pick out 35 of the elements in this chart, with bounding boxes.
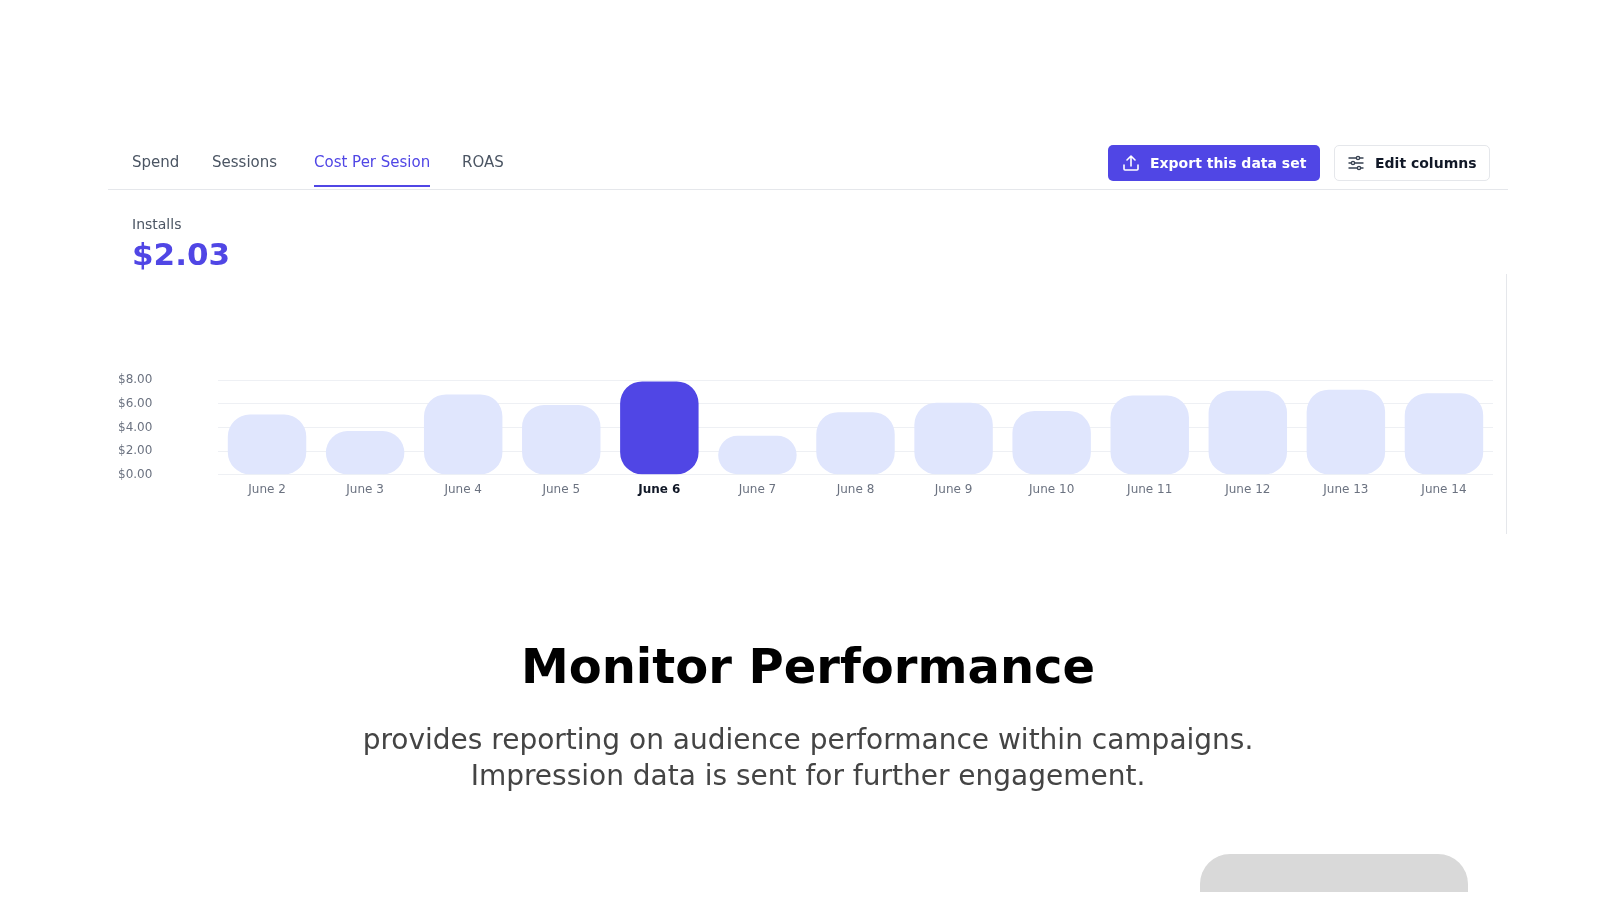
text: Impression data is sent for further engagement. [469,758,1147,794]
x-tick-label: June 2 [247,482,286,497]
y-tick-label: $2.00 [118,443,153,458]
x-tick-label: June 13 [1322,482,1369,497]
bar [620,381,699,475]
x-tick-label: June 12 [1224,482,1271,497]
y-tick-label: $8.00 [118,372,153,387]
x-tick-label: June 11 [1126,482,1173,497]
x-tick-label: June 10 [1028,482,1075,497]
y-tick-label: $4.00 [118,419,153,434]
x-tick-label: June 5 [541,482,581,497]
chart-title: Installs [132,216,182,232]
bar [1306,389,1386,475]
chart-subtitle: $2.03 [132,236,231,272]
bar [1208,390,1288,475]
x-tick-label: June 14 [1420,482,1467,497]
x-tick-label: June 7 [737,482,777,497]
x-tick-label: June 9 [933,482,973,497]
bar [423,394,503,475]
bar [1404,393,1484,475]
text: Edit columns [1375,155,1477,171]
text: provides reporting on audience performance within campaigns. [361,722,1255,758]
x-tick-label: June 6 [637,482,681,497]
y-tick-label: $6.00 [118,395,153,410]
x-tick-label: June 8 [835,482,875,497]
text: Spend [132,153,180,173]
x-tick-label: June 3 [345,482,384,497]
text: ROAS [462,153,504,173]
text: Export this data set [1150,155,1307,171]
bar [1110,395,1189,475]
text: Sessions [212,153,278,173]
y-tick-label: $0.00 [118,466,153,481]
text: Monitor Performance [519,638,1097,694]
text: Cost Per Sesion [314,153,431,187]
x-tick-label: June 4 [443,482,482,497]
